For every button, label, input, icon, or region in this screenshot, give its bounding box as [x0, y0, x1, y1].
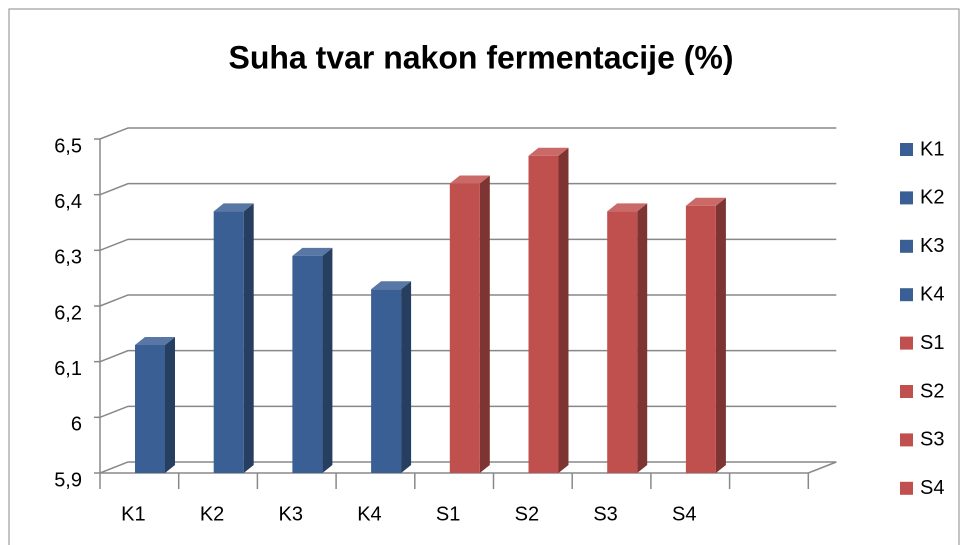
grid-line: [99, 294, 837, 307]
bar-top: [292, 247, 333, 256]
y-tick-label: 6,2: [54, 302, 82, 324]
y-tick-label: 6,5: [54, 135, 82, 157]
bar: [528, 147, 569, 473]
x-tick-label: S1: [436, 503, 460, 525]
legend-label: S1: [920, 332, 944, 354]
grid-line: [99, 461, 837, 474]
bar-top: [528, 147, 569, 156]
bar-side: [558, 147, 569, 473]
bar-front: [371, 289, 402, 473]
grid-line: [99, 405, 837, 419]
bar-front: [135, 344, 165, 473]
bar-front: [528, 155, 559, 473]
bar: [292, 247, 333, 473]
x-tick-label: K3: [279, 503, 303, 525]
bar-top: [607, 203, 648, 212]
legend-label: S4: [920, 477, 944, 499]
x-tick-label: K2: [200, 503, 224, 525]
x-tick-label: S4: [672, 503, 696, 525]
bar: [685, 197, 726, 474]
y-tick-label: 6,4: [54, 191, 82, 213]
bar-side: [479, 175, 490, 474]
legend-swatch: [900, 336, 913, 350]
bar-side: [322, 247, 333, 473]
x-tick-label: K4: [357, 503, 381, 525]
chart-border: [8, 8, 960, 545]
bar-side: [401, 281, 412, 473]
legend-label: S2: [920, 380, 944, 402]
bar: [449, 175, 490, 474]
x-tick-label: S3: [593, 503, 617, 525]
y-tick-label: 6,3: [54, 247, 82, 269]
bar-top: [213, 203, 254, 212]
legend-swatch: [900, 143, 913, 156]
bar-front: [685, 205, 716, 474]
y-tick-label: 6,1: [54, 358, 82, 380]
legend-label: K4: [920, 283, 944, 305]
bar-side: [165, 336, 175, 473]
grid-line: [99, 182, 837, 196]
y-tick-label: 6: [71, 414, 82, 436]
y-tick-label: 5,9: [54, 469, 82, 491]
legend-swatch: [900, 239, 913, 253]
bar-front: [213, 211, 244, 473]
bar-front: [607, 211, 638, 473]
bar: [371, 281, 412, 473]
legend-label: K1: [920, 138, 944, 160]
legend-swatch: [900, 385, 913, 398]
grid-line: [99, 238, 837, 252]
x-tick-label: K1: [121, 503, 145, 525]
bar-top: [371, 281, 412, 290]
legend-label: S3: [920, 429, 944, 451]
bar: [607, 203, 648, 473]
bar-top: [685, 197, 726, 206]
bar-front: [449, 183, 480, 474]
bar-side: [715, 197, 726, 474]
bar: [213, 203, 254, 473]
bar-side: [637, 203, 648, 473]
legend-swatch: [900, 481, 913, 495]
bar-front: [292, 255, 323, 473]
bar-top: [135, 336, 175, 345]
bar-side: [243, 203, 254, 473]
bar-top: [449, 175, 490, 184]
grid-line: [99, 349, 837, 363]
bar: [135, 336, 175, 473]
legend-label: K3: [920, 235, 944, 257]
legend-swatch: [900, 191, 913, 205]
legend-swatch: [900, 433, 913, 447]
chart-title: Suha tvar nakon fermentacije (%): [228, 39, 733, 75]
grid-line: [99, 127, 837, 140]
legend-swatch: [900, 288, 913, 302]
x-tick-label: S2: [515, 503, 539, 525]
legend-label: K2: [920, 187, 944, 209]
